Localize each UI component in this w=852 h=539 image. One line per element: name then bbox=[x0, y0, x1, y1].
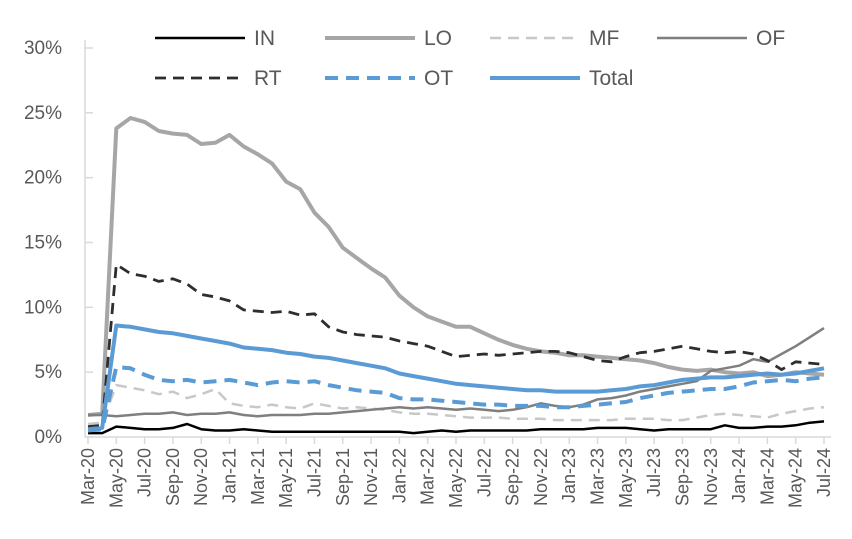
x-axis-label: Mar-23 bbox=[588, 448, 608, 505]
x-axis-label: Mar-20 bbox=[78, 448, 98, 505]
x-axis-label: Sep-22 bbox=[503, 448, 523, 506]
legend-item-LO: LO bbox=[325, 27, 452, 50]
series-line-OT bbox=[87, 365, 825, 433]
x-axis-label: Jan-24 bbox=[729, 448, 749, 503]
x-axis-label: May-21 bbox=[276, 448, 296, 508]
series-line-LO bbox=[87, 116, 825, 417]
y-axis-label: 25% bbox=[24, 103, 62, 124]
x-axis-label: Jan-22 bbox=[389, 448, 409, 503]
x-axis-label: Sep-21 bbox=[333, 448, 353, 506]
y-axis-label: 30% bbox=[24, 38, 62, 59]
x-axis-label: Nov-20 bbox=[191, 448, 211, 506]
x-axis-label: Jul-24 bbox=[814, 448, 834, 497]
legend-label-OF: OF bbox=[756, 27, 785, 50]
x-axis-label: Jan-23 bbox=[559, 448, 579, 503]
x-axis-label: Mar-22 bbox=[418, 448, 438, 505]
y-axis-label: 5% bbox=[35, 362, 63, 383]
x-axis-label: Nov-23 bbox=[701, 448, 721, 506]
x-axis-label: Jul-20 bbox=[135, 448, 155, 497]
legend-label-Total: Total bbox=[589, 67, 633, 90]
y-axis-label: 0% bbox=[35, 427, 63, 448]
x-axis-label: Sep-20 bbox=[163, 448, 183, 506]
legend-item-OT: OT bbox=[325, 67, 453, 90]
series-line-Total bbox=[87, 323, 825, 432]
legend-label-RT: RT bbox=[254, 67, 282, 90]
legend-label-LO: LO bbox=[424, 27, 452, 50]
legend-item-Total: Total bbox=[490, 67, 633, 90]
x-axis-label: May-20 bbox=[106, 448, 126, 508]
x-axis-label: Jul-22 bbox=[474, 448, 494, 497]
legend-item-OF: OF bbox=[657, 27, 785, 50]
series-line-IN bbox=[88, 420, 825, 435]
x-axis-label: Nov-21 bbox=[361, 448, 381, 506]
legend-item-RT: RT bbox=[155, 67, 282, 90]
legend-item-MF: MF bbox=[490, 27, 619, 50]
x-axis-label: May-22 bbox=[446, 448, 466, 508]
y-axis-label: 10% bbox=[24, 297, 62, 318]
x-axis-label: Jan-21 bbox=[220, 448, 240, 503]
x-axis-label: May-24 bbox=[786, 448, 806, 508]
x-axis-label: Jul-21 bbox=[304, 448, 324, 497]
series-line-RT bbox=[87, 263, 825, 428]
x-axis-label: Mar-21 bbox=[248, 448, 268, 505]
legend-label-OT: OT bbox=[424, 67, 453, 90]
legend-item-IN: IN bbox=[155, 27, 275, 50]
x-axis-label: Sep-23 bbox=[672, 448, 692, 506]
y-axis-label: 20% bbox=[24, 168, 62, 189]
x-axis-label: May-23 bbox=[616, 448, 636, 508]
y-axis-label: 15% bbox=[24, 233, 62, 254]
legend-label-IN: IN bbox=[254, 27, 275, 50]
x-axis-label: Jul-23 bbox=[644, 448, 664, 497]
series-line-MF bbox=[87, 383, 825, 426]
x-axis-label: Nov-22 bbox=[531, 448, 551, 506]
legend-label-MF: MF bbox=[589, 27, 619, 50]
x-axis-label: Mar-24 bbox=[757, 448, 777, 505]
